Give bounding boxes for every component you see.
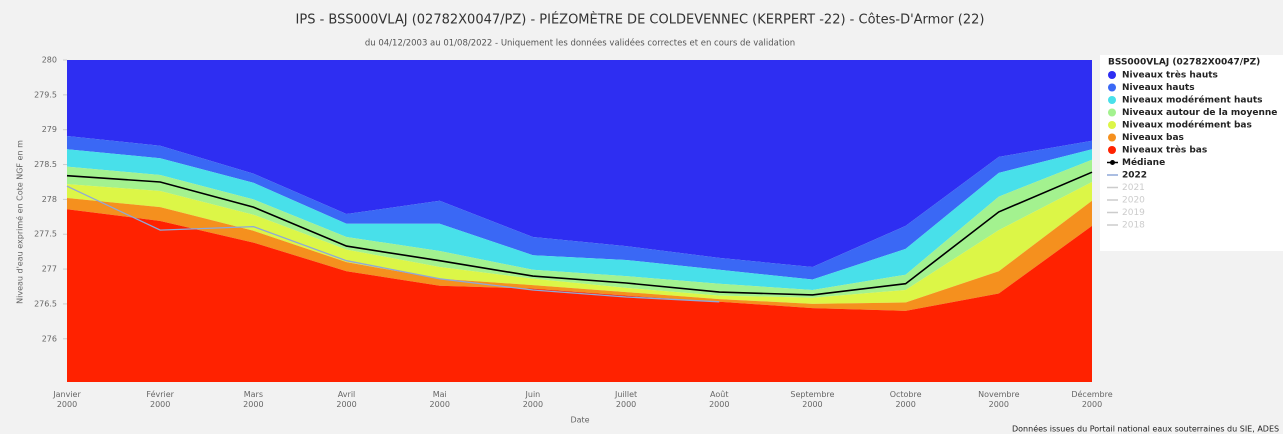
y-tick-label: 276.5 xyxy=(34,299,57,308)
x-tick-label: Novembre 2000 xyxy=(978,390,1020,409)
legend-label: 2020 xyxy=(1122,196,1145,206)
legend-title: BSS000VLAJ (02782X0047/PZ) xyxy=(1108,58,1260,68)
legend-label: Niveaux très hauts xyxy=(1122,70,1218,81)
legend-marker xyxy=(1110,160,1115,165)
chart-title: IPS - BSS000VLAJ (02782X0047/PZ) - PIÉZO… xyxy=(296,12,985,28)
x-tick-label: Mai 2000 xyxy=(430,390,450,409)
legend-marker xyxy=(1108,71,1116,79)
legend-label: Médiane xyxy=(1122,157,1165,168)
series-line xyxy=(66,171,1093,296)
x-tick-label: Août 2000 xyxy=(709,390,729,409)
legend-label: 2019 xyxy=(1122,208,1145,218)
legend-label: 2022 xyxy=(1122,171,1147,181)
legend-marker xyxy=(1108,96,1116,104)
x-tick-label: Décembre 2000 xyxy=(1071,389,1112,409)
y-tick-label: 277 xyxy=(42,265,57,274)
legend-marker xyxy=(1108,146,1116,154)
x-axis-label: Date xyxy=(570,416,589,425)
x-tick-label: Janvier 2000 xyxy=(52,390,81,409)
x-tick-label: Avril 2000 xyxy=(336,390,356,409)
band xyxy=(67,209,1092,382)
y-tick-label: 278 xyxy=(42,195,57,204)
legend-marker xyxy=(1108,133,1116,142)
y-tick-label: 279.5 xyxy=(34,90,57,99)
y-tick-label: 276 xyxy=(42,334,57,343)
legend-label: Niveaux autour de la moyenne xyxy=(1122,108,1277,118)
series-line xyxy=(66,185,720,303)
legend-label: Niveaux très bas xyxy=(1122,145,1207,156)
legend-label: Niveaux modérément hauts xyxy=(1122,95,1263,106)
y-tick-label: 278.5 xyxy=(34,160,57,169)
y-axis-label: Niveau d'eau exprimé en Cote NGF en m xyxy=(15,140,25,304)
band xyxy=(67,182,1092,304)
legend-label: 2021 xyxy=(1122,183,1145,193)
y-tick-label: 280 xyxy=(42,56,57,65)
x-tick-label: Juin 2000 xyxy=(523,390,543,409)
y-tick-label: 279 xyxy=(42,125,57,134)
legend-box xyxy=(1100,55,1283,251)
x-tick-label: Juillet 2000 xyxy=(614,390,637,409)
band xyxy=(67,60,1092,267)
band xyxy=(67,149,1092,290)
legend-marker xyxy=(1108,108,1116,117)
legend-marker xyxy=(1108,83,1116,92)
x-tick-label: Septembre 2000 xyxy=(790,390,834,409)
legend-label: Niveaux modérément bas xyxy=(1122,120,1252,131)
y-tick-label: 277.5 xyxy=(34,230,57,239)
credit: Données issues du Portail national eaux … xyxy=(1012,424,1279,434)
legend-label: 2018 xyxy=(1122,221,1145,231)
legend-marker xyxy=(1108,121,1116,129)
legend-label: Niveaux hauts xyxy=(1122,83,1195,93)
legend-label: Niveaux bas xyxy=(1122,133,1184,143)
chart-subtitle: du 04/12/2003 au 01/08/2022 - Uniquement… xyxy=(365,38,795,49)
band xyxy=(67,136,1092,280)
x-tick-label: Février 2000 xyxy=(146,389,174,409)
x-tick-label: Mars 2000 xyxy=(243,390,263,409)
x-tick-label: Octobre 2000 xyxy=(890,390,922,409)
